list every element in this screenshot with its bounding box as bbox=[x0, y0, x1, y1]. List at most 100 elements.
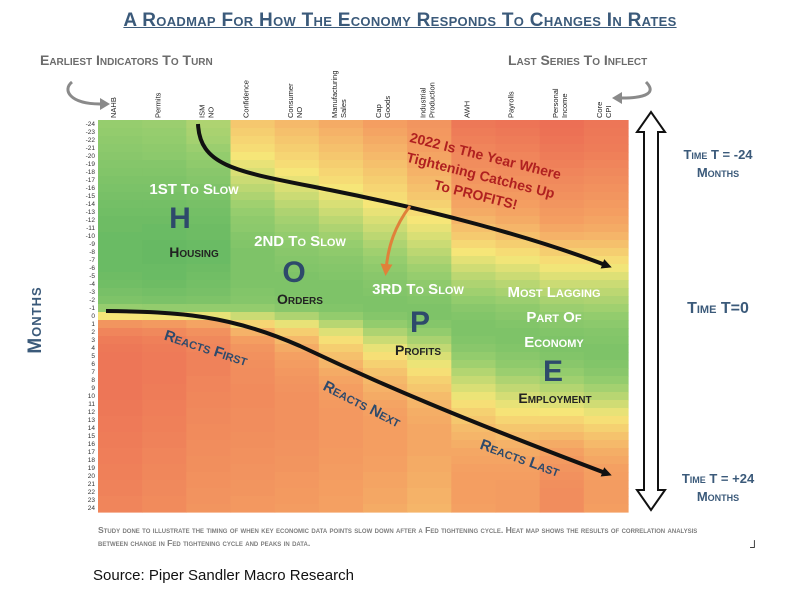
heatmap-cell bbox=[407, 160, 452, 169]
heatmap-cell bbox=[186, 432, 232, 441]
heatmap-cell bbox=[186, 400, 232, 409]
heatmap-cell bbox=[363, 224, 408, 233]
heatmap-cell bbox=[363, 232, 408, 241]
heatmap-cell bbox=[363, 448, 408, 457]
heatmap-cell bbox=[142, 480, 187, 489]
heatmap-cell bbox=[451, 160, 497, 169]
heatmap-cell bbox=[407, 344, 452, 353]
heatmap-cell bbox=[186, 128, 232, 137]
heatmap-cell bbox=[98, 344, 143, 353]
heatmap-cell bbox=[407, 272, 452, 281]
heatmap-cell bbox=[230, 144, 276, 153]
heatmap-cell bbox=[539, 312, 585, 321]
heatmap-cell bbox=[407, 480, 452, 489]
x-tick-label: Payrolls bbox=[507, 91, 516, 118]
heatmap-cell bbox=[98, 336, 143, 345]
heatmap-cell bbox=[142, 344, 187, 353]
x-tick-label-text: AWH bbox=[462, 101, 471, 118]
heatmap-cell bbox=[230, 264, 276, 273]
heatmap-cell bbox=[583, 336, 629, 345]
heatmap-cell bbox=[451, 176, 497, 185]
heatmap-cell bbox=[451, 208, 497, 217]
heatmap-cell bbox=[583, 152, 629, 161]
heatmap-cell bbox=[495, 320, 541, 329]
heatmap-cell bbox=[274, 312, 320, 321]
heatmap-cell bbox=[142, 168, 187, 177]
x-tick-labels: NAHB Permits ISM NO Confidence Consumer NO Manu… bbox=[109, 70, 613, 118]
heatmap-cell bbox=[274, 488, 320, 497]
heatmap-cell bbox=[230, 208, 276, 217]
heatmap-cell bbox=[274, 296, 320, 305]
heatmap-cell bbox=[583, 232, 629, 241]
heatmap-cell bbox=[318, 448, 364, 457]
x-tick-label: AWH bbox=[462, 101, 471, 118]
heatmap-cell bbox=[583, 408, 629, 417]
heatmap-cell bbox=[186, 456, 232, 465]
heatmap-cell bbox=[539, 280, 585, 289]
heatmap-cell bbox=[407, 352, 452, 361]
heatmap-cell bbox=[318, 416, 364, 425]
heatmap-cell bbox=[495, 384, 541, 393]
heatmap-cell bbox=[495, 456, 541, 465]
heatmap-cell bbox=[230, 232, 276, 241]
heatmap-cell bbox=[98, 264, 143, 273]
heatmap-cell bbox=[318, 488, 364, 497]
heatmap-cell bbox=[230, 328, 276, 337]
heatmap-cell bbox=[98, 376, 143, 385]
heatmap-cell bbox=[451, 336, 497, 345]
heatmap-cell bbox=[539, 352, 585, 361]
heatmap-cell bbox=[98, 136, 143, 145]
heatmap-cell bbox=[186, 168, 232, 177]
heatmap-cell bbox=[363, 336, 408, 345]
heatmap-cell bbox=[230, 288, 276, 297]
heatmap-cell bbox=[186, 376, 232, 385]
heatmap-cell bbox=[451, 184, 497, 193]
heatmap-cell bbox=[98, 464, 143, 473]
heatmap-cell bbox=[186, 264, 232, 273]
heatmap-cell bbox=[274, 128, 320, 137]
heatmap-cell bbox=[495, 360, 541, 369]
heatmap-cell bbox=[407, 296, 452, 305]
heatmap-cell bbox=[407, 232, 452, 241]
heatmap-cell bbox=[142, 448, 187, 457]
heatmap-cell bbox=[583, 208, 629, 217]
heatmap-cell bbox=[98, 248, 143, 257]
heatmap-cell bbox=[451, 264, 497, 273]
heatmap-cell bbox=[186, 144, 232, 153]
heatmap-cell bbox=[98, 304, 143, 313]
y-tick-label: 23 bbox=[88, 497, 96, 504]
heatmap-cell bbox=[98, 480, 143, 489]
y-tick-label: -8 bbox=[89, 249, 95, 256]
heatmap-cell bbox=[142, 296, 187, 305]
heatmap-cell bbox=[318, 208, 364, 217]
heatmap-cell bbox=[451, 240, 497, 249]
x-tick-label: Manufacturing Sales bbox=[330, 70, 348, 118]
heatmap-cell bbox=[142, 376, 187, 385]
heatmap-cell bbox=[230, 360, 276, 369]
heatmap-cell bbox=[318, 424, 364, 433]
heatmap-cell bbox=[142, 456, 187, 465]
heatmap-cell bbox=[274, 288, 320, 297]
earliest-arrowhead-icon bbox=[100, 98, 110, 110]
heatmap-cell bbox=[230, 280, 276, 289]
heatmap-cell bbox=[230, 472, 276, 481]
heatmap-cell bbox=[142, 416, 187, 425]
heatmap-cell bbox=[583, 480, 629, 489]
heatmap-cell bbox=[98, 472, 143, 481]
heatmap-cell bbox=[274, 280, 320, 289]
y-tick-label: -1 bbox=[89, 305, 95, 312]
heatmap-cell bbox=[274, 472, 320, 481]
heatmap-cell bbox=[495, 296, 541, 305]
heatmap-cell bbox=[363, 432, 408, 441]
heatmap-cell bbox=[230, 176, 276, 185]
heatmap-cell bbox=[230, 152, 276, 161]
heatmap-cell bbox=[407, 264, 452, 273]
heatmap-cell bbox=[186, 488, 232, 497]
heatmap-cell bbox=[274, 144, 320, 153]
heatmap-cell bbox=[539, 256, 585, 265]
heatmap-cell bbox=[451, 192, 497, 201]
heatmap-cell bbox=[98, 120, 143, 129]
heatmap-cell bbox=[186, 192, 232, 201]
heatmap-cell bbox=[451, 480, 497, 489]
heatmap-cell bbox=[363, 272, 408, 281]
